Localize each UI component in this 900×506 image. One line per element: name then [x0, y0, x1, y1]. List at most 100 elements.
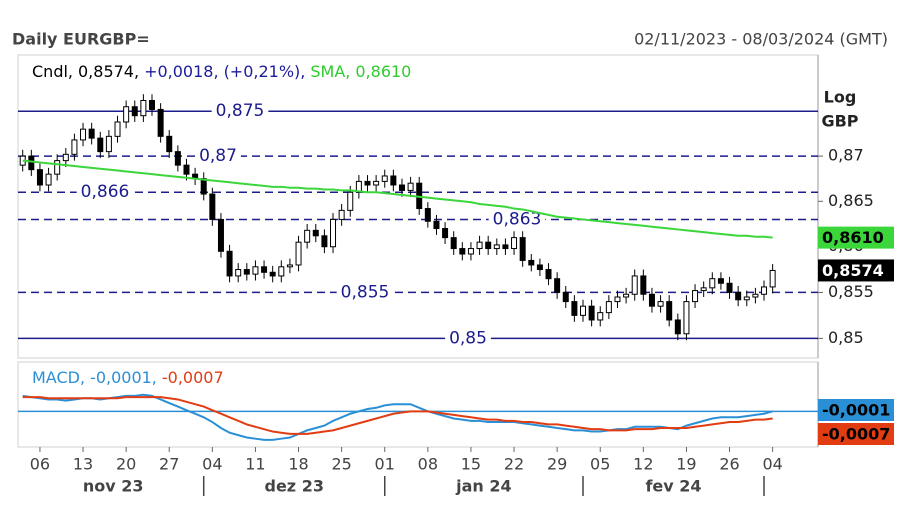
candle-body	[459, 248, 466, 255]
candle-body	[338, 209, 345, 220]
level-label: 0,863	[493, 209, 542, 229]
y-tick-label: 0,85	[828, 328, 864, 347]
candle-body	[252, 266, 259, 275]
month-label: fev 24	[645, 477, 701, 496]
candle-body	[381, 175, 388, 182]
candle-body	[217, 218, 224, 252]
candle-body	[683, 301, 690, 335]
y-tick-label: 0,87	[828, 146, 864, 165]
month-label: jan 24	[455, 477, 512, 496]
value-badge-label: -0,0007	[822, 425, 890, 444]
x-tick-label: 08	[418, 455, 438, 474]
legend-item: SMA,	[310, 62, 350, 81]
legend-item: 0,8574,	[78, 62, 139, 81]
value-badge	[818, 259, 894, 282]
candle-body	[373, 180, 380, 186]
legend-item: +0,0018,	[144, 62, 218, 81]
candle-body	[424, 208, 431, 222]
candle-body	[304, 229, 311, 243]
candle-body	[493, 244, 500, 250]
y-axis-label: GBP	[821, 112, 858, 131]
candle-body	[97, 137, 104, 153]
candle-body	[562, 291, 569, 303]
candle-body	[347, 191, 354, 211]
candle-body	[123, 106, 130, 123]
candle-body	[200, 178, 207, 195]
y-tick-label: 0,855	[828, 282, 874, 301]
x-tick-label: 12	[633, 455, 653, 474]
x-tick-label: 05	[590, 455, 610, 474]
value-badge	[818, 399, 894, 421]
legend-item: -0,0001,	[90, 368, 157, 387]
x-tick-label: 11	[245, 455, 265, 474]
candle-body	[80, 128, 87, 141]
candle-body	[62, 153, 69, 162]
candle-body	[54, 160, 61, 175]
candle-body	[511, 237, 518, 250]
x-tick-label: 25	[331, 455, 351, 474]
candle-body	[183, 164, 190, 175]
level-label-bg	[195, 146, 241, 167]
sma-line	[22, 159, 773, 239]
y-tick-label: 0,865	[828, 191, 874, 210]
candle-body	[605, 301, 612, 314]
candle-body	[485, 241, 492, 250]
candle-body	[243, 269, 250, 275]
x-tick-label: 15	[461, 455, 481, 474]
candle-body	[433, 220, 440, 230]
candle-body	[519, 237, 526, 261]
x-tick-label: 18	[288, 455, 308, 474]
candle-body	[364, 180, 371, 186]
level-label-bg	[76, 182, 134, 203]
level-label-bg	[445, 328, 491, 349]
x-tick-label: 13	[73, 455, 93, 474]
candle-body	[666, 301, 673, 321]
candle-body	[442, 228, 449, 239]
legend: MACD, -0,0001, -0,0007	[32, 368, 224, 387]
level-label: 0,87	[199, 146, 237, 166]
value-badge-label: 0,8610	[822, 228, 884, 247]
level-label: 0,85	[449, 328, 487, 348]
candle-body	[88, 128, 95, 139]
candle-body	[157, 108, 164, 137]
candle-body	[278, 266, 285, 277]
candle-body	[709, 278, 716, 289]
candle-body	[71, 139, 78, 155]
level-label-bg	[336, 282, 394, 303]
legend-item: -0,0007	[162, 368, 224, 387]
candle-body	[717, 278, 724, 284]
level-label-bg	[488, 209, 546, 230]
candle-body	[571, 301, 578, 316]
candle-body	[735, 291, 742, 301]
macd-line	[22, 393, 773, 441]
candle-body	[580, 305, 586, 316]
x-tick-label: 04	[202, 455, 222, 474]
candle-body	[105, 135, 112, 153]
macd-line	[22, 396, 773, 435]
x-tick-label: 01	[375, 455, 395, 474]
legend-item: Cndl,	[32, 62, 73, 81]
x-tick-label: 22	[504, 455, 524, 474]
level-label-bg	[211, 101, 269, 122]
candle-body	[45, 173, 52, 186]
x-tick-label: 27	[159, 455, 179, 474]
candle-body	[674, 319, 681, 335]
legend-item: MACD,	[32, 368, 85, 387]
candle-body	[28, 155, 35, 171]
x-tick-label: 04	[762, 455, 782, 474]
candle-body	[131, 106, 138, 117]
candle-body	[752, 293, 759, 298]
candle-body	[502, 244, 509, 250]
candle-body	[657, 301, 664, 307]
value-badge-label: -0,0001	[822, 401, 890, 420]
candle-body	[330, 218, 337, 248]
month-label: nov 23	[83, 477, 144, 496]
candle-body	[321, 235, 328, 248]
candle-body	[450, 237, 457, 250]
candle-body	[226, 250, 233, 277]
value-badge	[818, 423, 894, 445]
value-badge	[818, 226, 894, 249]
candle-body	[467, 248, 474, 255]
candle-body	[114, 121, 121, 137]
